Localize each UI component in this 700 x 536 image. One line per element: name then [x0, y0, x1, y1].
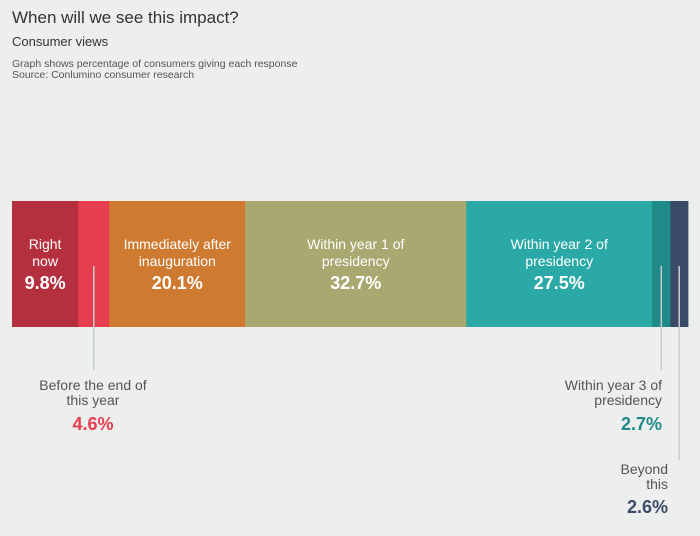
segment-label-0-line1: Right — [29, 236, 62, 252]
segment-label-0-line2: now — [32, 253, 59, 269]
callout-value-6: 2.6% — [627, 497, 668, 517]
segment-value-3: 32.7% — [330, 273, 381, 293]
callout-label-1-line1: Before the end of — [39, 377, 147, 393]
segment-value-2: 20.1% — [152, 273, 203, 293]
chart-source: Source: Conlumino consumer research — [12, 69, 195, 81]
callout-value-1: 4.6% — [72, 414, 113, 434]
callout-label-5-line1: Within year 3 of — [565, 377, 662, 393]
bar-segment-0 — [12, 201, 79, 327]
segment-value-0: 9.8% — [25, 273, 66, 293]
segment-label-3-line2: presidency — [322, 253, 390, 269]
bar-segment-2 — [109, 201, 246, 327]
chart-title: When will we see this impact? — [12, 8, 239, 27]
segment-label-2-line2: inauguration — [139, 253, 216, 269]
segment-label-4-line2: presidency — [525, 253, 593, 269]
bar-segment-6 — [670, 201, 689, 327]
callout-label-6-line1: Beyond — [621, 461, 668, 477]
chart-note: Graph shows percentage of consumers givi… — [12, 58, 298, 70]
chart-subtitle: Consumer views — [12, 34, 109, 49]
segment-value-4: 27.5% — [534, 273, 585, 293]
segment-label-2-line1: Immediately after — [124, 236, 232, 252]
callout-label-5-line2: presidency — [594, 392, 662, 408]
callout-label-1-line2: this year — [67, 392, 120, 408]
callout-label-6-line2: this — [646, 476, 668, 492]
bar-segment-5 — [652, 201, 671, 327]
segment-label-3-line1: Within year 1 of — [307, 236, 404, 252]
segment-label-4-line1: Within year 2 of — [511, 236, 608, 252]
bar-segment-3 — [245, 201, 467, 327]
bar-segment-4 — [466, 201, 653, 327]
callout-value-5: 2.7% — [621, 414, 662, 434]
